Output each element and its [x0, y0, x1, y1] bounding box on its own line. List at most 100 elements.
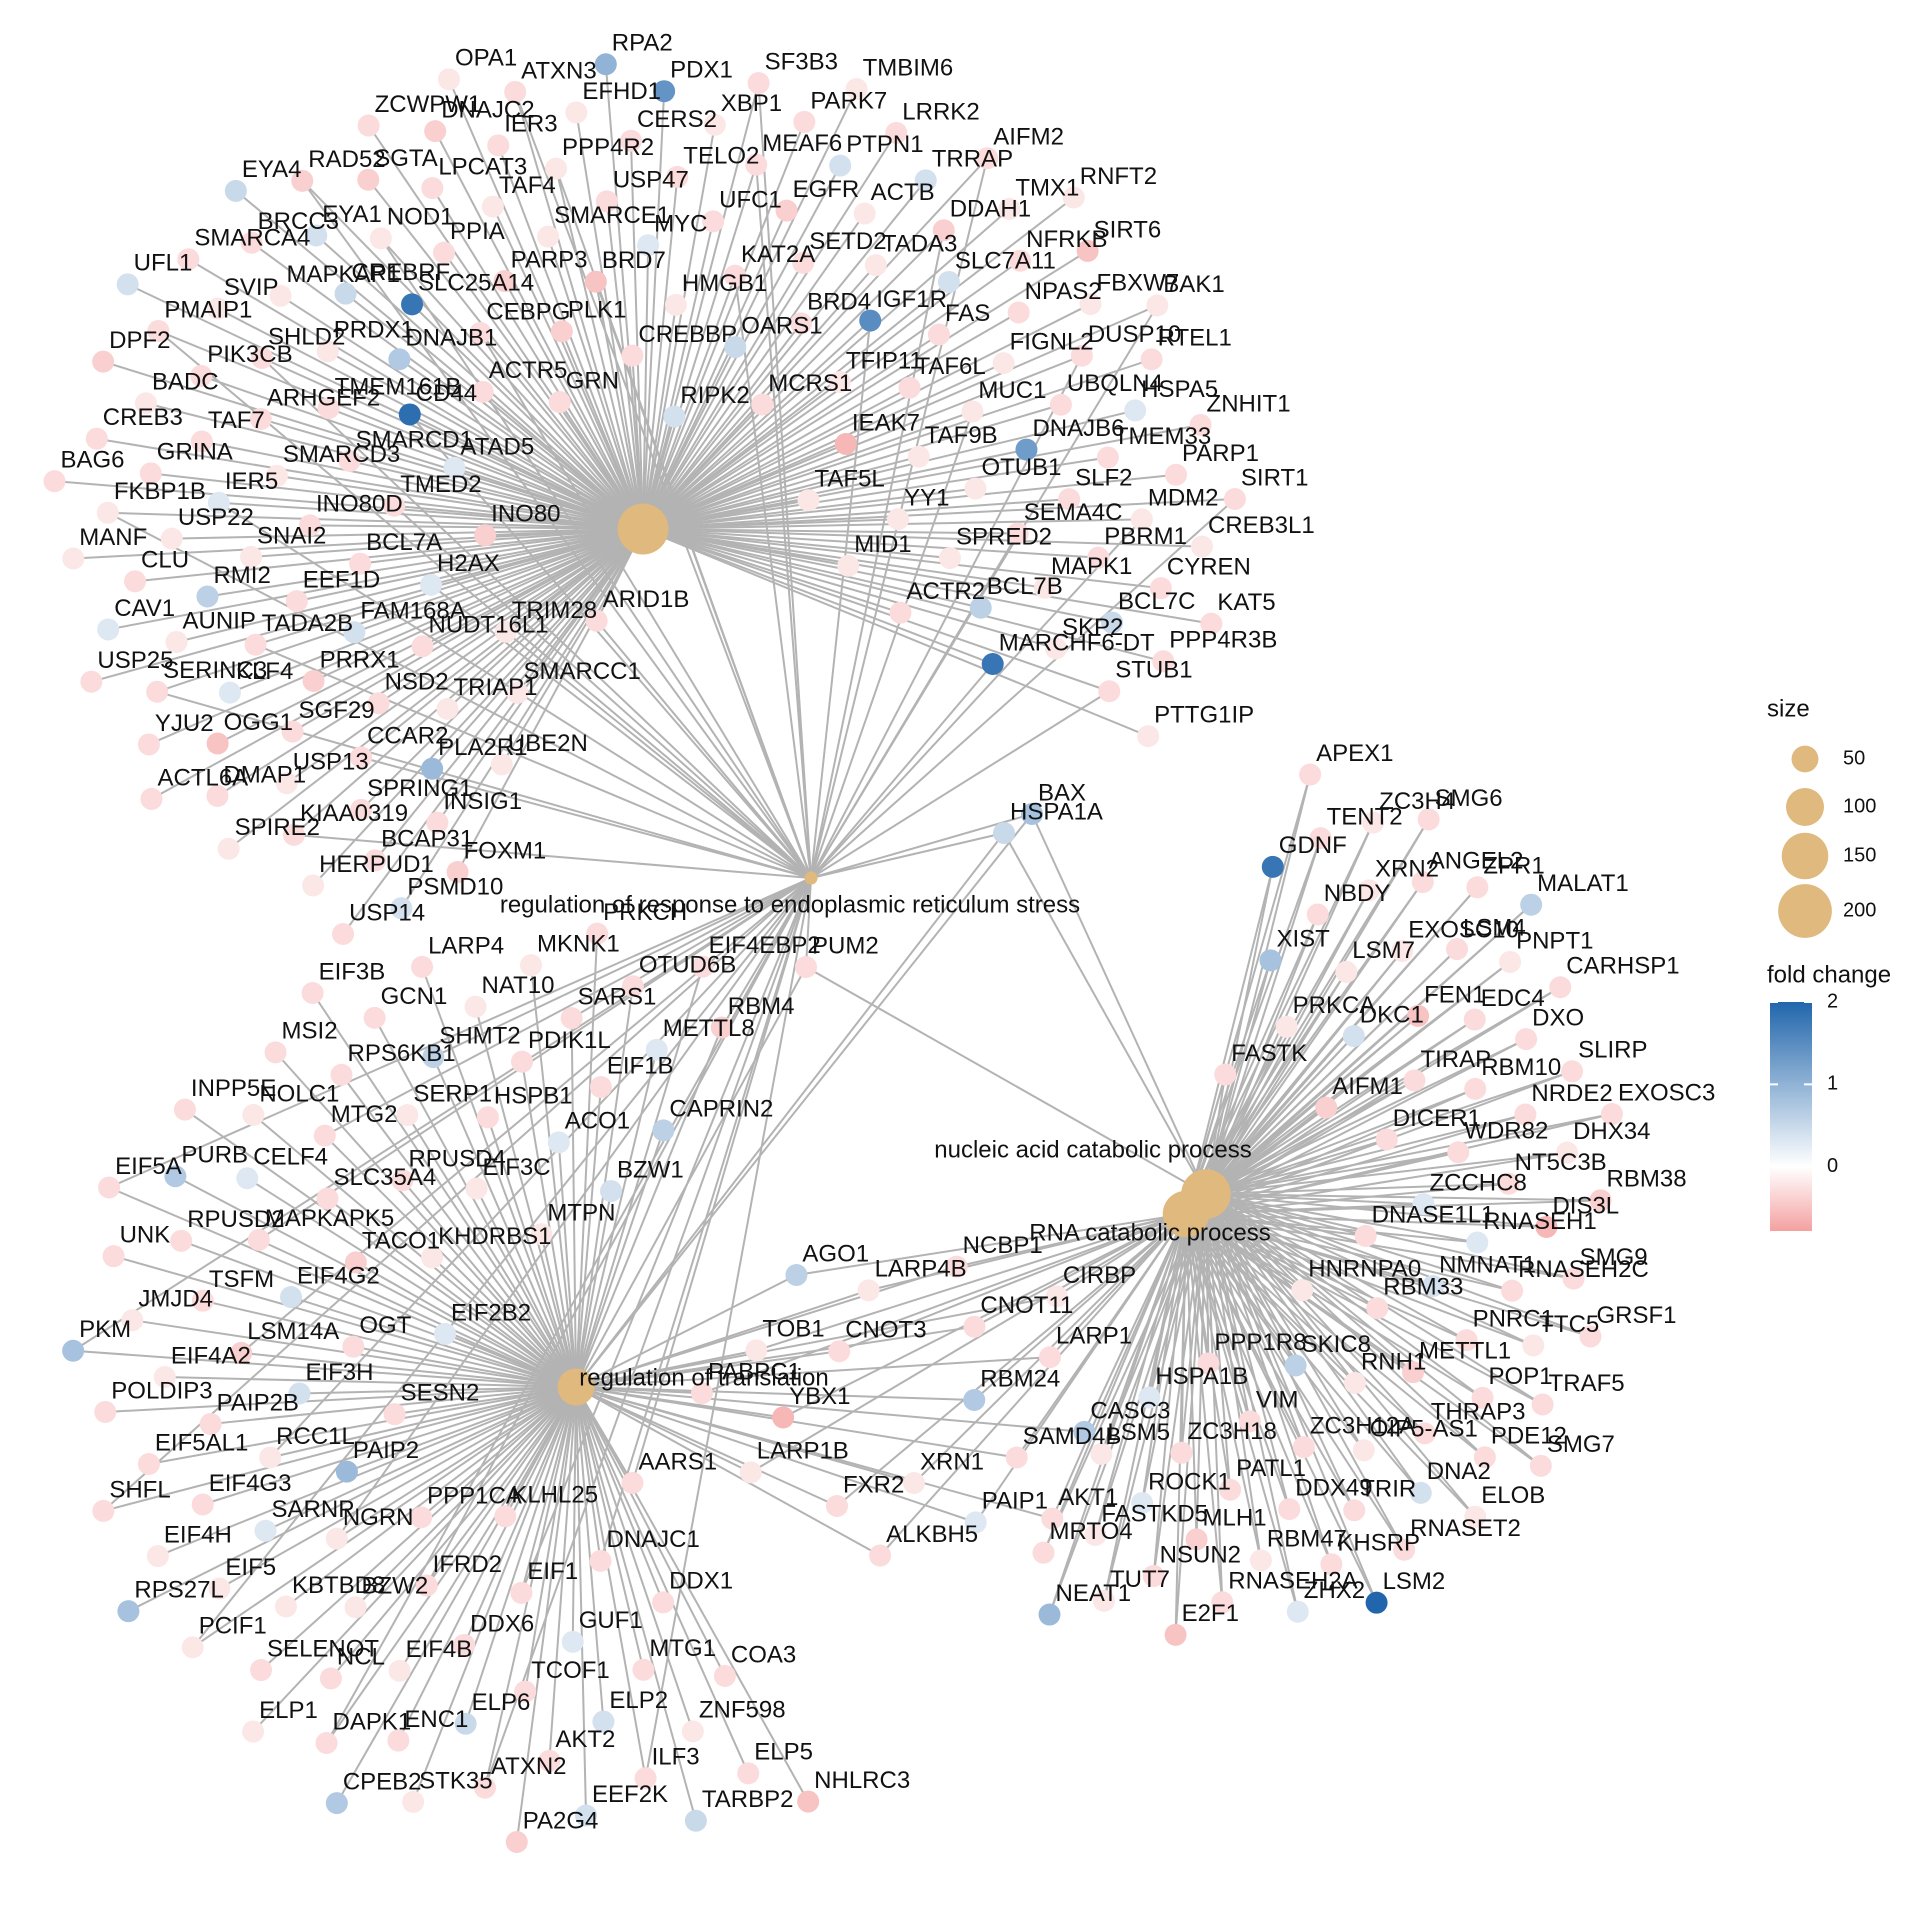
edge [642, 409, 1136, 530]
gene-node [240, 231, 263, 254]
edge [642, 157, 988, 530]
gene-label: PDX1 [670, 57, 733, 84]
edge [1185, 1213, 1591, 1338]
gene-node [80, 670, 103, 693]
gene-node [520, 954, 543, 977]
gene-label: SETD2 [809, 228, 886, 255]
gene-node [545, 157, 568, 180]
gene-label: SERINC3 [163, 657, 267, 684]
gene-node [739, 1461, 762, 1484]
gene-node [751, 393, 774, 416]
gene-node [357, 168, 380, 191]
gene-label: TMX1 [1015, 174, 1079, 201]
edge [217, 307, 644, 530]
edge [108, 877, 812, 1189]
edge [1185, 1213, 1484, 1399]
gene-node [548, 391, 571, 414]
gene-label: HSPA1A [1010, 798, 1103, 825]
gene-label: AKT2 [555, 1726, 615, 1753]
gene-node [1146, 294, 1169, 317]
gene-node [1140, 348, 1163, 371]
gene-label: YJU2 [155, 710, 214, 737]
gene-node [1070, 344, 1093, 367]
gene-node [1352, 1439, 1375, 1462]
gene-node [1200, 612, 1223, 635]
edge [838, 1213, 1187, 1353]
edge [642, 91, 666, 530]
gene-label: DHX34 [1573, 1118, 1650, 1145]
edge [1205, 774, 1312, 1195]
gene-node [1562, 1267, 1585, 1290]
gene-node [1354, 1224, 1377, 1247]
edge [810, 690, 1110, 879]
edge [176, 528, 644, 643]
edge [530, 965, 577, 1388]
edge [1185, 1213, 1378, 1604]
gene-node [585, 609, 608, 632]
gene-label: EIF3B [319, 958, 386, 985]
gene-node [124, 570, 147, 593]
edge [1185, 986, 1561, 1215]
gene-label: SVIP [224, 274, 279, 301]
gene-node [265, 464, 288, 487]
gene-label: SLF2 [1075, 464, 1132, 491]
gene-label: SKIC8 [1302, 1331, 1371, 1358]
gene-node [146, 680, 169, 703]
gene-label: USP47 [613, 167, 689, 194]
edge [642, 303, 1091, 530]
edge [378, 528, 644, 705]
edge [1205, 1193, 1542, 1467]
edge [241, 1351, 577, 1388]
gene-label: RPA2 [612, 30, 673, 57]
edge [575, 1386, 694, 1732]
gene-node [666, 165, 689, 188]
gene-label: HSPA5 [1141, 376, 1218, 403]
gene-label: FXR2 [843, 1471, 904, 1498]
gene-label: MANF [79, 524, 147, 551]
edge [1185, 914, 1319, 1215]
gene-node [1038, 1603, 1061, 1626]
edge [575, 1386, 645, 1671]
gene-label: SLC7A11 [955, 247, 1056, 274]
gene-node [465, 1177, 488, 1200]
gene-label: KHDRBS1 [438, 1223, 551, 1250]
gene-label: ZNF598 [699, 1697, 786, 1724]
gene-node [690, 1382, 713, 1405]
gene-nodes [43, 53, 1623, 1854]
edge [312, 528, 644, 887]
gene-node [853, 202, 876, 225]
gene-label: FAS [945, 300, 990, 327]
edge [336, 1386, 577, 1540]
gene-node [426, 811, 449, 834]
gene-label: NUDT16L1 [428, 612, 548, 639]
edge [491, 206, 644, 530]
edge [604, 64, 644, 530]
gene-node [1039, 1346, 1062, 1369]
gene-node [415, 1574, 438, 1597]
gene-label: RIPK2 [680, 382, 749, 409]
edge [642, 456, 1109, 530]
gene-label: CREB3L1 [1208, 512, 1315, 539]
gene-node [691, 955, 714, 978]
edge [145, 402, 644, 530]
gene-node [1600, 1103, 1623, 1126]
gene-label: SLC35A4 [333, 1164, 436, 1191]
edge [575, 1386, 665, 1603]
gene-node [1292, 1436, 1315, 1459]
gene-label: NEAT1 [1056, 1580, 1132, 1607]
gene-label: MTG2 [331, 1101, 398, 1128]
edge [503, 280, 644, 530]
gene-node [589, 1076, 612, 1099]
gene-label: NOLC1 [259, 1080, 339, 1107]
gene-label: AIFM2 [993, 124, 1064, 151]
gene-node [1096, 446, 1119, 469]
edge [594, 281, 644, 530]
edge [642, 528, 1113, 624]
edge [164, 1376, 577, 1388]
gene-node [1520, 893, 1543, 916]
gene-node [224, 179, 247, 202]
gene-node [302, 670, 325, 693]
gene-label: ZCCHC8 [1429, 1170, 1526, 1197]
gene-node [1561, 1060, 1584, 1083]
gene-label: AGO1 [802, 1240, 869, 1267]
